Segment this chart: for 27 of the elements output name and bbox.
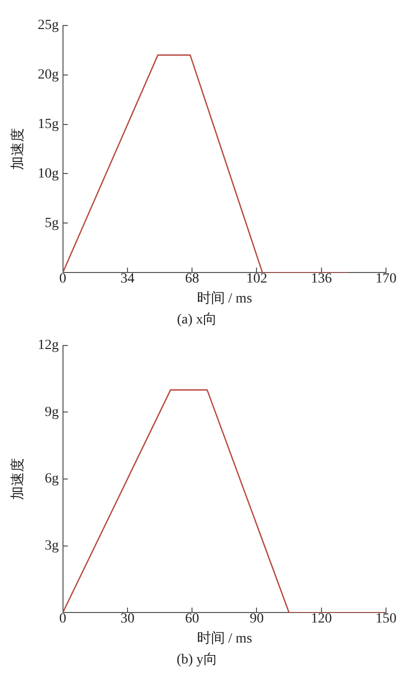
y-tick-label: 9g <box>44 404 59 420</box>
x-tick-label: 170 <box>376 272 396 287</box>
y-tick-label: 10g <box>38 166 59 182</box>
x-axis-title: 时间 / ms <box>196 630 252 646</box>
y-tick-label: 3g <box>44 538 59 554</box>
y-tick-label: 12g <box>38 338 59 354</box>
x-tick-label: 102 <box>246 272 268 287</box>
x-tick-label: 90 <box>250 612 264 627</box>
y-tick-label: 6g <box>44 472 59 487</box>
y-tick-label: 20g <box>38 68 59 83</box>
x-tick-label: 150 <box>376 612 396 627</box>
y-axis-title: 加速度 <box>10 128 26 170</box>
x-tick-label: 60 <box>185 612 200 627</box>
text: (a) x向 <box>176 311 218 328</box>
y-tick-label: 25g <box>38 18 59 34</box>
text: (b) y向 <box>176 651 218 668</box>
x-tick-label: 0 <box>59 272 66 287</box>
x-tick-label: 120 <box>310 612 332 627</box>
x-tick-label: 68 <box>185 272 200 287</box>
x-tick-label: 136 <box>310 272 332 287</box>
x-axis-title: 时间 / ms <box>196 290 252 306</box>
y-axis-title: 加速度 <box>10 458 26 500</box>
y-tick-label: 5g <box>44 216 59 231</box>
x-tick-label: 0 <box>59 612 66 627</box>
x-tick-label: 30 <box>120 612 134 627</box>
x-tick-label: 34 <box>120 272 134 287</box>
y-tick-label: 15g <box>38 116 59 132</box>
